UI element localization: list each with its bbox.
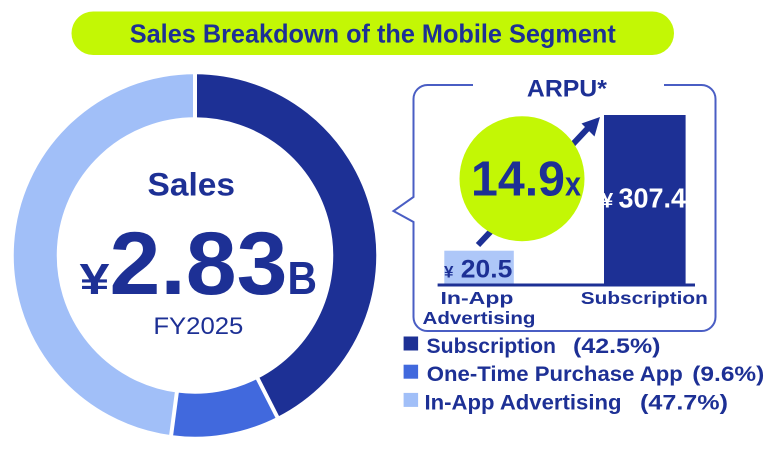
svg-text:Sales: Sales	[148, 166, 236, 202]
svg-text:14.9x: 14.9x	[471, 152, 581, 206]
svg-text:¥2.83B: ¥2.83B	[80, 213, 318, 313]
svg-text:Advertising: Advertising	[423, 308, 536, 328]
svg-text:In-App: In-App	[441, 288, 514, 308]
svg-text:¥20.5: ¥20.5	[444, 255, 512, 283]
svg-text:Subscription(42.5%): Subscription (42.5%)	[427, 335, 661, 358]
svg-text:Sales Breakdown of the Mobile: Sales Breakdown of the Mobile Segment	[130, 19, 616, 49]
svg-text:Subscription: Subscription	[581, 288, 708, 308]
svg-text:FY2025: FY2025	[153, 313, 243, 340]
svg-text:In-App Advertising(47.7%): In-App Advertising (47.7%)	[425, 391, 729, 414]
svg-text:¥307.4: ¥307.4	[602, 183, 687, 214]
svg-text:One-Time Purchase App(9.6%): One-Time Purchase App (9.6%)	[427, 363, 765, 386]
svg-text:ARPU*: ARPU*	[527, 76, 608, 103]
